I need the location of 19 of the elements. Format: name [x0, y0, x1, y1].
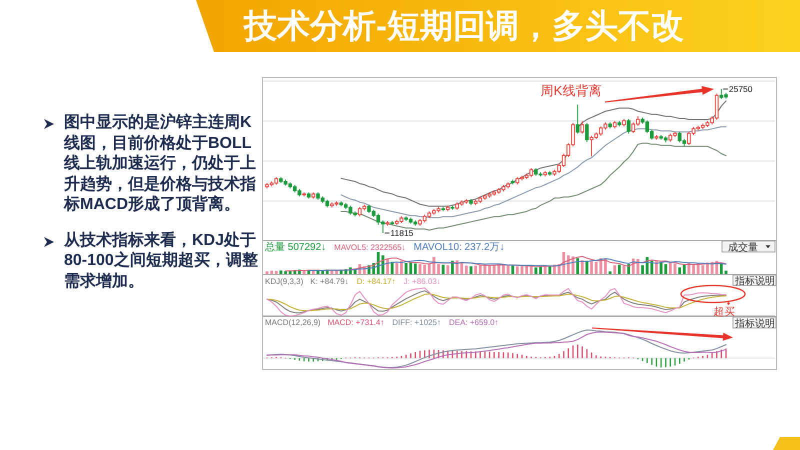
annotation: 周K线背离	[540, 83, 602, 98]
text: MACD: +731.4↑	[328, 318, 384, 327]
text: K: +84.79↓	[310, 277, 349, 286]
chart-title: MACD(12,26,9)	[265, 318, 321, 327]
text: DEA: +659.0↑	[448, 318, 499, 327]
annotation: 11815	[390, 228, 414, 238]
annotation: 成交量	[728, 241, 758, 254]
text: 25750	[728, 84, 753, 94]
text: 从技术指标来看，KDJ处于80-100之间短期超买，调整需求增加。	[64, 230, 259, 292]
text: D: +84.17↑	[356, 277, 396, 286]
series-label: MAVOL5: 2322565↓	[334, 243, 406, 252]
series-label: 总量 507292↓	[264, 241, 326, 253]
series-label: J: +86.03↓	[404, 277, 441, 286]
text: 图中显示的是沪锌主连周K线图，目前价格处于BOLL线上轨加速运行，仍处于上升趋势，但是价格与技术指标MACD形成了顶背离。	[64, 113, 257, 215]
annotation: 超买	[714, 306, 736, 318]
text: 技术分析-短期回调，多头不改	[242, 6, 685, 46]
chart-title: KDJ(9,3,3)	[265, 277, 304, 286]
series-label: MAVOL10: 237.2万↓	[414, 242, 505, 253]
text: DIFF: +1025↑	[392, 318, 441, 327]
